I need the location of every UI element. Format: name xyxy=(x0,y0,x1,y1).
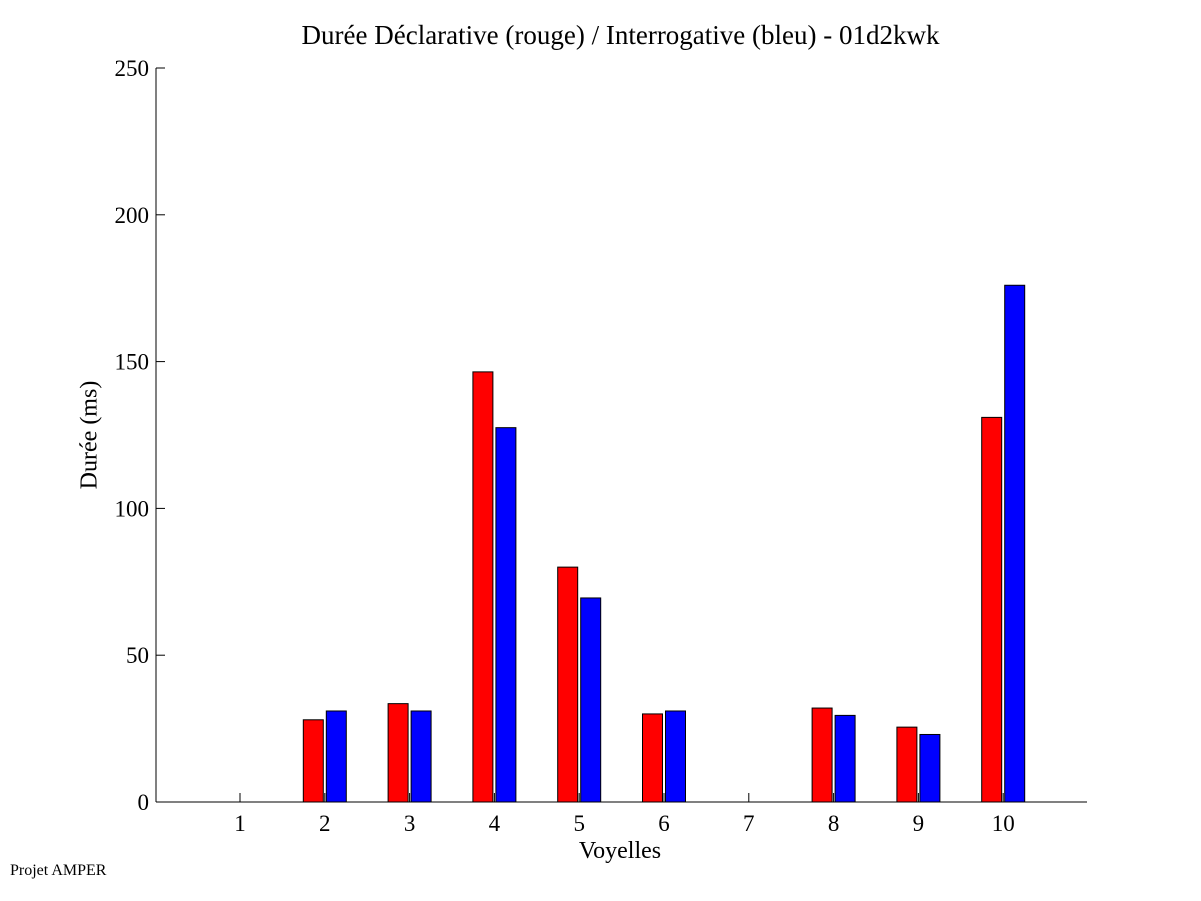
bar xyxy=(811,707,833,803)
y-tick-label: 150 xyxy=(115,350,150,375)
x-tick-label: 8 xyxy=(828,811,840,836)
chart-title: Durée Déclarative (rouge) / Interrogativ… xyxy=(301,20,940,50)
x-tick-label: 3 xyxy=(404,811,416,836)
bar xyxy=(557,566,579,803)
x-axis-label: Voyelles xyxy=(578,838,662,864)
bar xyxy=(472,371,494,803)
x-tick-label: 6 xyxy=(658,811,670,836)
y-axis-label: Durée (ms) xyxy=(76,380,103,490)
y-tick-label: 100 xyxy=(115,496,150,521)
y-tick-label: 200 xyxy=(115,203,150,228)
y-tick-label: 250 xyxy=(115,56,150,81)
chart-ticks: 0 50 100 150 200 250 1 2 3 4 5 6 7 8 9 10 xyxy=(115,56,1015,836)
y-tick-label: 50 xyxy=(126,643,149,668)
credit-label: Projet AMPER xyxy=(10,862,107,879)
x-tick-label: 7 xyxy=(743,811,755,836)
bar xyxy=(981,416,1003,803)
bar xyxy=(410,710,432,803)
bar xyxy=(642,713,663,803)
bar xyxy=(387,703,409,803)
bar xyxy=(580,597,602,803)
x-tick-label: 4 xyxy=(489,811,501,836)
bar xyxy=(896,726,918,803)
x-tick-label: 9 xyxy=(913,811,925,836)
y-tick-label: 0 xyxy=(138,790,150,815)
x-tick-label: 2 xyxy=(319,811,331,836)
bar xyxy=(665,710,686,803)
x-tick-label: 5 xyxy=(573,811,585,836)
bar xyxy=(834,714,856,803)
bar xyxy=(919,733,941,803)
bar xyxy=(1004,284,1026,803)
chart-axes xyxy=(155,68,1087,803)
bar xyxy=(325,710,347,803)
x-tick-label: 10 xyxy=(992,811,1015,836)
x-tick-label: 1 xyxy=(234,811,246,836)
bar xyxy=(302,719,324,803)
bar xyxy=(495,427,517,803)
chart-bars xyxy=(302,284,1026,803)
